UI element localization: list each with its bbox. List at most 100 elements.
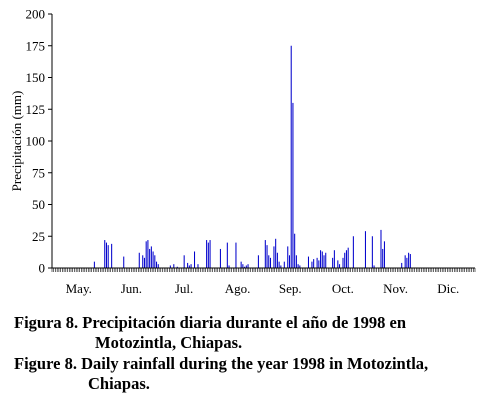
rainfall-bar <box>187 262 189 268</box>
rainfall-bar <box>275 238 277 268</box>
rainfall-bar <box>276 252 278 268</box>
rainfall-bar <box>176 266 178 268</box>
rainfall-bar <box>339 264 341 268</box>
rainfall-bar <box>364 231 366 268</box>
rainfall-bar <box>209 240 211 268</box>
rainfall-bar <box>295 255 297 268</box>
rainfall-bar <box>244 266 246 268</box>
rainfall-bar <box>107 245 109 268</box>
rainfall-bar <box>342 257 344 268</box>
rainfall-bar <box>206 240 208 268</box>
rainfall-bar <box>245 265 247 268</box>
rainfall-bar <box>149 248 151 268</box>
rainfall-bar <box>371 236 373 268</box>
caption-es-line-1: Figura 8. Precipitación diaria durante e… <box>14 313 407 332</box>
y-tick-label: 25 <box>32 229 45 244</box>
rainfall-bar <box>332 257 334 268</box>
rainfall-bar <box>382 248 384 268</box>
y-axis-label: Precipitación (mm) <box>9 91 24 192</box>
rainfall-bar <box>188 265 190 268</box>
rainfall-bar <box>194 251 196 268</box>
rainfall-bar <box>152 251 154 268</box>
rainfall-bar <box>235 242 237 268</box>
rainfall-bar <box>268 255 270 268</box>
month-label: Jul. <box>175 281 193 296</box>
rainfall-bar <box>352 236 354 268</box>
rainfall-bar <box>406 257 408 268</box>
rainfall-bar <box>269 257 272 268</box>
rainfall-bar <box>228 265 230 268</box>
rainfall-bar <box>169 265 171 268</box>
y-tick-label: 150 <box>26 70 46 85</box>
rainfall-bar <box>383 241 385 268</box>
rainfall-bar <box>409 254 411 268</box>
rainfall-bar <box>290 45 292 268</box>
rainfall-bar <box>142 255 144 268</box>
rainfall-bar <box>157 264 159 268</box>
rainfall-bar <box>247 264 249 268</box>
rainfall-bar <box>111 243 113 268</box>
month-label: Ago. <box>225 281 251 296</box>
y-tick-label: 200 <box>26 7 46 22</box>
rainfall-bar <box>337 260 339 268</box>
rainfall-bar <box>344 252 346 268</box>
rainfall-bar <box>242 264 244 268</box>
rainfall-bar <box>292 102 294 269</box>
rainfall-bar <box>93 261 95 268</box>
rainfall-bar <box>147 240 149 268</box>
month-label: May. <box>66 281 92 296</box>
caption-en-line-2: Chiapas. <box>88 374 150 393</box>
rainfall-bar <box>226 242 228 268</box>
rainfall-bar <box>280 265 282 268</box>
rainfall-bar <box>408 252 410 268</box>
rainfall-bar <box>333 250 335 268</box>
rainfall-bar <box>345 250 347 268</box>
rainfall-bar <box>266 245 268 268</box>
rainfall-bar <box>320 250 322 268</box>
rainfall-bar <box>299 265 301 268</box>
rainfall-bar <box>150 246 152 268</box>
rainfall-bar <box>207 242 209 268</box>
rainfall-bar <box>297 264 299 268</box>
x-axis: May. Jun. Jul. Ago. Sep. Oct. Nov. Dic. <box>51 267 476 296</box>
caption-es-line-2: Motozintla, Chiapas. <box>95 333 243 352</box>
rainfall-chart: Precipitación (mm) 0 25 50 75 100 125 150 175 20… <box>9 7 476 296</box>
rainfall-bar <box>183 255 185 268</box>
y-tick-label: 0 <box>39 261 46 276</box>
rainfall-bar <box>123 256 125 268</box>
rainfall-bar <box>294 233 296 268</box>
y-tick-label: 50 <box>32 197 45 212</box>
rainfall-bar <box>325 252 327 268</box>
rainfall-bar <box>288 255 291 268</box>
rainfall-bar <box>323 255 325 268</box>
rainfall-bar <box>283 261 285 268</box>
rainfall-bar <box>104 240 106 268</box>
y-axis: 0 25 50 75 100 125 150 175 200 <box>26 7 53 276</box>
rainfall-bar <box>143 257 145 268</box>
rainfall-bar <box>318 260 320 268</box>
rainfall-bar <box>173 264 175 268</box>
rainfall-bar <box>273 246 275 268</box>
rainfall-bar <box>380 229 382 268</box>
rainfall-bar <box>190 264 192 268</box>
rainfall-bar <box>313 259 315 268</box>
rainfall-bar <box>347 247 349 268</box>
y-tick-label: 100 <box>26 134 46 149</box>
rainfall-bar <box>105 242 107 268</box>
month-label: Dic. <box>437 281 459 296</box>
rainfall-bar <box>264 240 266 268</box>
rainfall-bar <box>404 255 406 268</box>
rainfall-bar <box>219 248 221 268</box>
rainfall-bars <box>93 45 411 269</box>
rainfall-bar <box>154 255 156 268</box>
y-tick-label: 175 <box>26 38 46 53</box>
rainfall-bar <box>257 255 259 268</box>
rainfall-bar <box>138 252 140 268</box>
month-label: Sep. <box>279 281 302 296</box>
rainfall-bar <box>316 257 318 268</box>
rainfall-bar <box>373 265 375 268</box>
rainfall-bar <box>240 261 242 268</box>
month-label: Oct. <box>332 281 354 296</box>
month-label: Nov. <box>383 281 408 296</box>
y-tick-label: 125 <box>26 102 46 117</box>
